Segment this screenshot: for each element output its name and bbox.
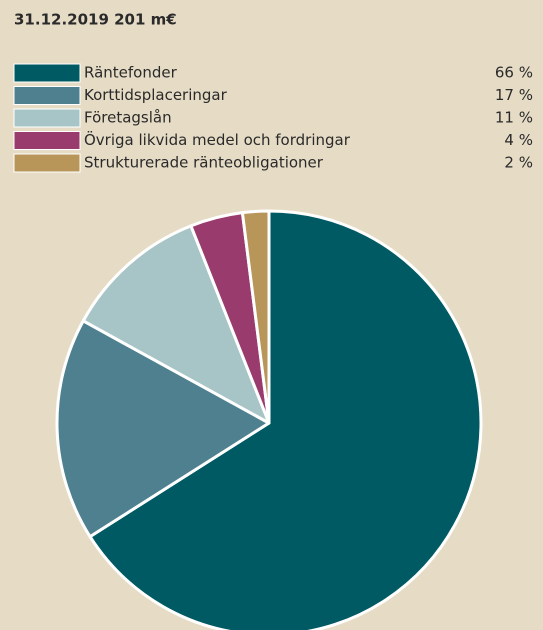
pie-slice bbox=[81, 224, 271, 425]
legend-label: Strukturerade ränteobligationer bbox=[84, 154, 324, 172]
legend-swatch bbox=[13, 63, 81, 83]
chart-title: 31.12.2019 201 m€ bbox=[14, 11, 177, 29]
legend-value: 2 % bbox=[504, 154, 533, 172]
pie-slice bbox=[88, 209, 483, 630]
legend-value: 11 % bbox=[495, 109, 533, 127]
legend-value: 17 % bbox=[495, 86, 533, 104]
legend-label: Företagslån bbox=[84, 109, 172, 127]
pie-slice bbox=[240, 209, 271, 425]
legend-swatch bbox=[13, 131, 81, 150]
legend-label: Övriga likvida medel och fordringar bbox=[84, 130, 351, 149]
legend-swatch bbox=[13, 153, 81, 173]
legend-swatch bbox=[13, 86, 81, 105]
legend-label: Korttidsplaceringar bbox=[84, 86, 228, 104]
legend-swatch bbox=[13, 108, 81, 128]
legend-value: 66 % bbox=[495, 64, 533, 82]
pie-slice bbox=[55, 319, 271, 539]
legend-value: 4 % bbox=[504, 131, 533, 149]
legend-label: Räntefonder bbox=[84, 64, 178, 82]
